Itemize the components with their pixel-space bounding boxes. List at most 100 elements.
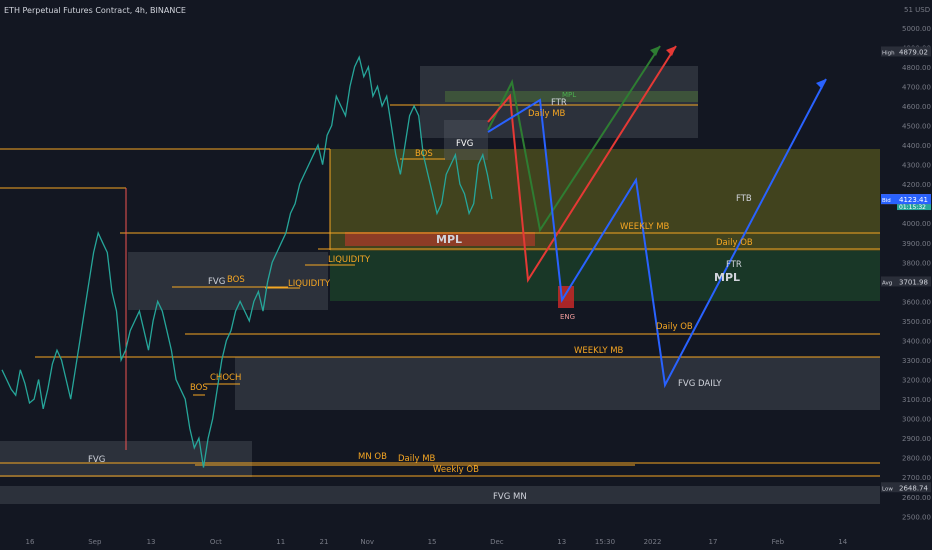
price-tick-label: 3900.00	[902, 240, 931, 248]
price-tick-label: 2700.00	[902, 474, 931, 482]
time-tick-label: 15:30	[595, 538, 615, 546]
price-tick-label: 4800.00	[902, 64, 931, 72]
avg-tag-value: 3701.98	[899, 278, 928, 286]
choch-label: CHOCH	[210, 373, 241, 383]
weekly-mb-label: WEEKLY MB	[574, 346, 624, 356]
price-tick-label: 3400.00	[902, 337, 931, 345]
arrow-head	[816, 79, 826, 89]
mpl-small-zone	[445, 91, 698, 102]
mn-ob-label: MN OB	[358, 452, 387, 462]
bos-label: BOS	[190, 383, 208, 393]
price-line	[1, 55, 493, 468]
price-tick-label: 5000.00	[902, 25, 931, 33]
daily-ob-label: Daily OB	[656, 322, 693, 332]
annotations: FVG FVG BOS LIQUIDITY LIQUIDITY BOS CHOC…	[88, 91, 753, 502]
high-tag-label: High	[882, 50, 895, 56]
price-tick-label: 3200.00	[902, 377, 931, 385]
price-axis-background	[880, 0, 932, 530]
price-tick-label: 4300.00	[902, 162, 931, 170]
price-tick-label: 3300.00	[902, 357, 931, 365]
weekly-ob-label: Weekly OB	[433, 465, 479, 475]
time-tick-label: Dec	[490, 538, 504, 546]
high-tag-label-bg	[881, 46, 897, 57]
time-tick-label: Sep	[88, 538, 102, 546]
fvg-mn-label: FVG MN	[493, 492, 527, 502]
eng-label: ENG	[560, 313, 575, 321]
time-tick-label: 11	[276, 538, 285, 546]
time-tick-label: Nov	[360, 538, 374, 546]
time-tick-label: 15	[428, 538, 437, 546]
price-tick-label: 4700.00	[902, 83, 931, 91]
low-tag-value: 2648.74	[899, 484, 928, 492]
bid-tag-value-bg	[897, 194, 931, 205]
high-price-tag: High 4879.02	[881, 46, 931, 57]
horizontal-lines	[0, 104, 880, 477]
price-axis[interactable]: 51 USD ▾ 5000.004900.004800.004700.00460…	[880, 0, 932, 530]
time-tick-label: 21	[319, 538, 328, 546]
time-tick-label: Feb	[772, 538, 785, 546]
mpl-zone	[345, 232, 535, 246]
price-tick-label: 4500.00	[902, 123, 931, 131]
fvg-daily-label: FVG DAILY	[678, 379, 722, 389]
low-tag-label-bg	[881, 482, 897, 493]
bid-price-tag: Bid 4123.41	[881, 194, 931, 205]
bos-label: BOS	[227, 275, 245, 285]
time-tick-label: 17	[709, 538, 718, 546]
liquidity-label: LIQUIDITY	[328, 255, 371, 265]
price-tick-label: 3100.00	[902, 396, 931, 404]
liquidity-label: LIQUIDITY	[288, 279, 331, 289]
price-tick-label: 4600.00	[902, 103, 931, 111]
daily-mb-label: Daily MB	[398, 454, 436, 464]
high-tag-value-bg	[897, 46, 931, 57]
zones	[0, 66, 880, 504]
low-tag-label: Low	[882, 486, 893, 492]
price-tick-label: 3000.00	[902, 416, 931, 424]
weekly-mb-label: WEEKLY MB	[620, 222, 670, 232]
avg-tag-label: Avg	[882, 280, 892, 286]
bid-tag-value: 4123.41	[899, 196, 928, 204]
currency-label[interactable]: 51 USD ▾	[904, 6, 932, 14]
avg-price-tag: Avg 3701.98	[881, 276, 931, 287]
green-projection	[487, 45, 661, 233]
price-tick-label: 2800.00	[902, 455, 931, 463]
projections	[487, 45, 827, 389]
blue-projection	[487, 78, 827, 389]
price-tick-label: 3800.00	[902, 259, 931, 267]
price-tick-label: 2500.00	[902, 513, 931, 521]
time-tick-label: 14	[838, 538, 847, 546]
arrow-head	[666, 46, 676, 56]
price-tick-label: 4200.00	[902, 181, 931, 189]
time-axis-background	[0, 530, 932, 550]
mpl-label: MPL	[714, 271, 740, 284]
daily-ob-zone	[330, 251, 880, 301]
time-tick-label: Oct	[210, 538, 222, 546]
ftr-label: FTR	[551, 98, 567, 108]
fvg-mn-zone	[0, 486, 880, 504]
bid-tag-label: Bid	[882, 198, 891, 204]
fvg-label: FVG	[208, 277, 225, 287]
time-tick-label: 13	[147, 538, 156, 546]
price-tick-label: 2600.00	[902, 494, 931, 502]
time-tick-label: 13	[557, 538, 566, 546]
arrow-head	[650, 46, 660, 56]
low-tag-value-bg	[897, 482, 931, 493]
high-tag-value: 4879.02	[899, 48, 928, 56]
fvg-box	[444, 120, 488, 160]
avg-tag-value-bg	[897, 276, 931, 287]
fvg-label: FVG	[456, 139, 473, 149]
time-tick-label: 2022	[644, 538, 662, 546]
bos-label: BOS	[415, 149, 433, 159]
time-tick-label: 16	[26, 538, 35, 546]
chart-title: ETH Perpetual Futures Contract, 4h, BINA…	[4, 6, 186, 15]
price-tick-label: 4000.00	[902, 220, 931, 228]
ticker-tag-sub: 01:15:32	[899, 204, 926, 211]
ftr-label: FTR	[726, 260, 742, 270]
fvg-mid-zone	[128, 252, 328, 310]
low-price-tag: Low 2648.74	[881, 482, 931, 493]
red-projection	[487, 45, 677, 283]
time-axis[interactable]: 16 Sep 13 Oct 11 21 Nov 15 Dec 13 15:30 2022 17 Feb 14	[0, 530, 932, 550]
price-tick-label: 2900.00	[902, 435, 931, 443]
mpl-label: MPL	[562, 91, 576, 99]
avg-tag-label-bg	[881, 276, 897, 287]
